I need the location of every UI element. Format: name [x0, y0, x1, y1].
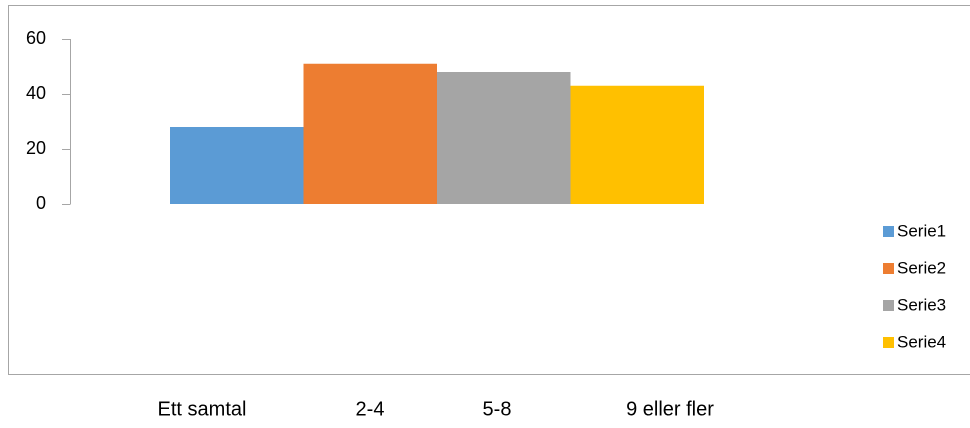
footer-label: 2-4: [356, 398, 385, 420]
legend-label: Serie2: [897, 258, 946, 277]
bar: [170, 127, 304, 204]
y-tick-label: 40: [26, 83, 46, 103]
legend-label: Serie4: [897, 332, 946, 351]
legend-swatch: [883, 337, 894, 348]
legend-label: Serie1: [897, 221, 946, 240]
y-tick-label: 60: [26, 28, 46, 48]
footer-label: 5-8: [483, 398, 512, 420]
footer-label: 9 eller fler: [626, 398, 714, 420]
bar: [304, 64, 438, 204]
footer-label: Ett samtal: [158, 398, 247, 420]
bar: [571, 86, 705, 204]
y-tick-label: 20: [26, 138, 46, 158]
legend-swatch: [883, 226, 894, 237]
y-tick-label: 0: [36, 193, 46, 213]
legend-swatch: [883, 300, 894, 311]
legend-label: Serie3: [897, 295, 946, 314]
legend-swatch: [883, 263, 894, 274]
bar: [437, 72, 571, 204]
